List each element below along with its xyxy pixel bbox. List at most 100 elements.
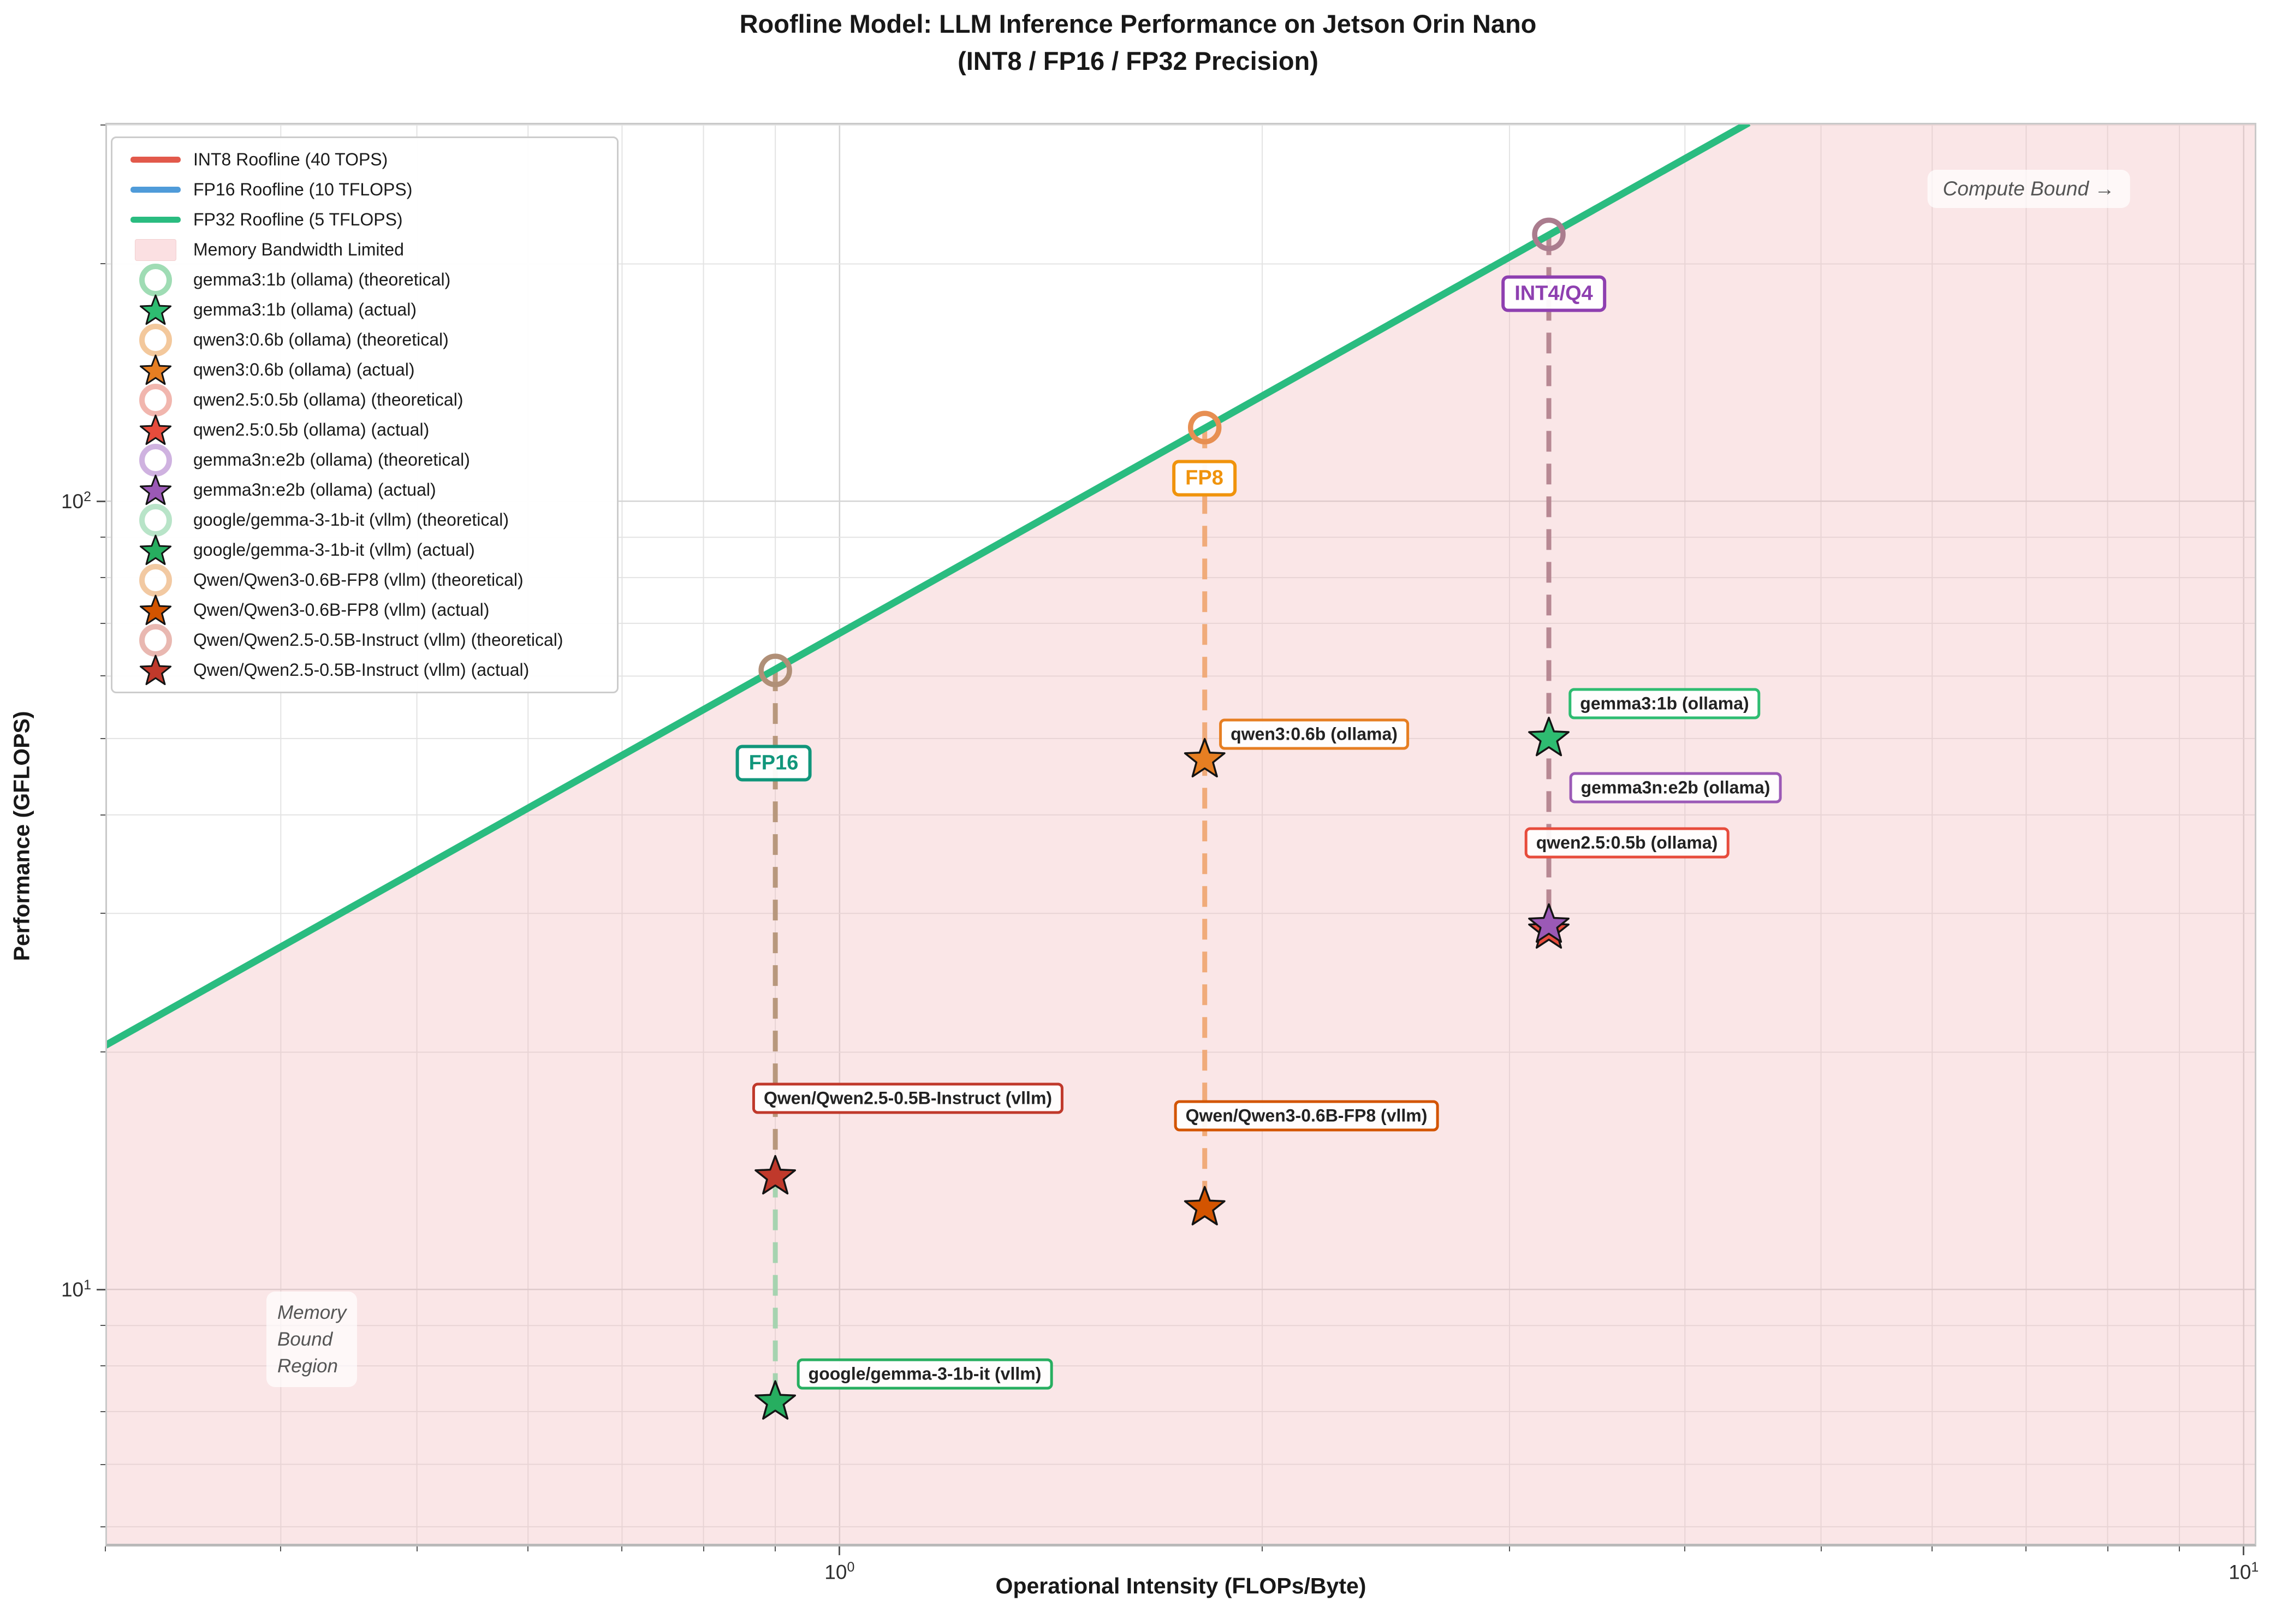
plot-area	[105, 123, 2256, 1546]
actual-point-star	[1528, 903, 1570, 943]
legend-star-marker-icon	[118, 293, 193, 328]
actual-point-star	[1184, 737, 1226, 778]
legend-circle-marker-icon	[118, 623, 193, 657]
legend-item-label: qwen2.5:0.5b (ollama) (theoretical)	[193, 390, 463, 409]
y-tick-label: 101	[61, 1277, 91, 1301]
y-tick-label: 102	[61, 489, 91, 513]
x-tick-mark	[1932, 1546, 1933, 1551]
legend-item-label: Qwen/Qwen2.5-0.5B-Instruct (vllm) (theor…	[193, 630, 563, 650]
legend-item-label: Qwen/Qwen2.5-0.5B-Instruct (vllm) (actua…	[193, 660, 530, 680]
chart-canvas	[105, 123, 2256, 1546]
legend-circle-marker-icon	[118, 563, 193, 597]
actual-point-star	[754, 1380, 797, 1420]
y-tick-mark	[100, 124, 105, 126]
y-tick-mark	[100, 1365, 105, 1367]
x-tick-mark	[703, 1546, 704, 1551]
legend-star-marker-icon	[118, 473, 193, 508]
theoretical-point-circle	[1532, 217, 1566, 252]
legend-item-label: INT8 Roofline (40 TOPS)	[193, 150, 388, 169]
x-tick-mark	[2025, 1546, 2027, 1551]
theoretical-point-circle	[1187, 411, 1222, 444]
legend-item: gemma3n:e2b (ollama) (actual)	[118, 473, 611, 508]
y-tick-mark	[100, 577, 105, 579]
legend-item: qwen2.5:0.5b (ollama) (theoretical)	[118, 383, 611, 417]
legend-item-label: gemma3n:e2b (ollama) (theoretical)	[193, 450, 470, 469]
legend-item: Qwen/Qwen2.5-0.5B-Instruct (vllm) (actua…	[118, 655, 611, 685]
legend-item-label: qwen3:0.6b (ollama) (theoretical)	[193, 330, 449, 349]
legend-item: qwen3:0.6b (ollama) (theoretical)	[118, 323, 611, 356]
chart-title-line1: Roofline Model: LLM Inference Performanc…	[739, 9, 1537, 38]
y-tick-mark	[100, 675, 105, 677]
legend-item-label: Qwen/Qwen3-0.6B-FP8 (vllm) (actual)	[193, 600, 490, 620]
x-tick-mark	[1262, 1546, 1263, 1551]
legend-item-label: FP16 Roofline (10 TFLOPS)	[193, 180, 413, 199]
y-tick-mark	[100, 1411, 105, 1412]
legend: INT8 Roofline (40 TOPS) FP16 Roofline (10…	[111, 136, 619, 693]
x-tick-mark	[2243, 1546, 2245, 1555]
legend-item-label: Memory Bandwidth Limited	[193, 240, 404, 259]
legend-item-label: qwen2.5:0.5b (ollama) (actual)	[193, 420, 430, 439]
chart-title-line2: (INT8 / FP16 / FP32 Precision)	[958, 46, 1318, 76]
legend-item: Qwen/Qwen3-0.6B-FP8 (vllm) (actual)	[118, 593, 611, 628]
legend-star-marker-icon	[118, 593, 193, 628]
x-tick-mark	[1820, 1546, 1822, 1551]
legend-item-label: google/gemma-3-1b-it (vllm) (theoretical…	[193, 510, 509, 530]
x-tick-mark	[621, 1546, 623, 1551]
legend-circle-marker-icon	[118, 323, 193, 356]
compute-bound-annotation: Compute Bound →	[1927, 170, 2130, 208]
legend-star-marker-icon	[118, 353, 193, 388]
y-tick-mark	[100, 622, 105, 624]
legend-star-marker-icon	[118, 653, 193, 688]
y-tick-mark	[100, 737, 105, 739]
y-tick-mark	[100, 1526, 105, 1527]
legend-item: INT8 Roofline (40 TOPS)	[118, 145, 611, 175]
x-tick-mark	[2107, 1546, 2108, 1551]
legend-item: google/gemma-3-1b-it (vllm) (actual)	[118, 533, 611, 568]
legend-line-marker-icon	[118, 217, 193, 223]
legend-item: Qwen/Qwen2.5-0.5B-Instruct (vllm) (theor…	[118, 623, 611, 657]
legend-star-marker-icon	[118, 413, 193, 448]
x-tick-mark	[416, 1546, 418, 1551]
legend-item-label: gemma3:1b (ollama) (actual)	[193, 300, 417, 319]
legend-item: google/gemma-3-1b-it (vllm) (theoretical…	[118, 503, 611, 537]
memory-bandwidth-limited-region	[105, 123, 2256, 1546]
legend-item-label: gemma3:1b (ollama) (theoretical)	[193, 270, 451, 289]
legend-item-label: qwen3:0.6b (ollama) (actual)	[193, 360, 415, 379]
actual-point-star	[754, 1155, 797, 1195]
legend-item-label: FP32 Roofline (5 TFLOPS)	[193, 210, 403, 229]
legend-circle-marker-icon	[118, 383, 193, 417]
x-tick-mark	[775, 1546, 776, 1551]
legend-item: qwen3:0.6b (ollama) (actual)	[118, 353, 611, 388]
y-tick-mark	[100, 814, 105, 816]
y-tick-mark	[100, 1464, 105, 1465]
legend-star-marker-icon	[118, 533, 193, 568]
legend-item: FP32 Roofline (5 TFLOPS)	[118, 205, 611, 235]
x-tick-mark	[280, 1546, 282, 1551]
legend-item-label: google/gemma-3-1b-it (vllm) (actual)	[193, 540, 475, 560]
legend-circle-marker-icon	[118, 263, 193, 296]
x-tick-mark	[527, 1546, 529, 1551]
legend-patch-marker-icon	[118, 239, 193, 261]
y-tick-mark	[100, 263, 105, 265]
legend-item: gemma3n:e2b (ollama) (theoretical)	[118, 443, 611, 477]
y-tick-mark	[100, 913, 105, 914]
y-tick-mark	[100, 1325, 105, 1326]
legend-item: gemma3:1b (ollama) (actual)	[118, 293, 611, 328]
legend-circle-marker-icon	[118, 443, 193, 477]
legend-item: qwen2.5:0.5b (ollama) (actual)	[118, 413, 611, 448]
y-tick-mark	[97, 1288, 105, 1290]
y-tick-mark	[100, 537, 105, 538]
chart-title: Roofline Model: LLM Inference Performanc…	[0, 5, 2276, 80]
legend-line-marker-icon	[118, 187, 193, 193]
actual-point-star	[1184, 1186, 1226, 1226]
x-tick-mark	[839, 1546, 841, 1555]
legend-item: Memory Bandwidth Limited	[118, 235, 611, 265]
y-axis-label: Performance (GFLOPS)	[9, 711, 34, 961]
x-axis-label: Operational Intensity (FLOPs/Byte)	[995, 1573, 1366, 1598]
y-tick-mark	[100, 1051, 105, 1053]
legend-item-label: Qwen/Qwen3-0.6B-FP8 (vllm) (theoretical)	[193, 570, 524, 590]
x-tick-mark	[1684, 1546, 1686, 1551]
y-tick-mark	[97, 500, 105, 502]
theoretical-point-circle	[758, 653, 792, 687]
